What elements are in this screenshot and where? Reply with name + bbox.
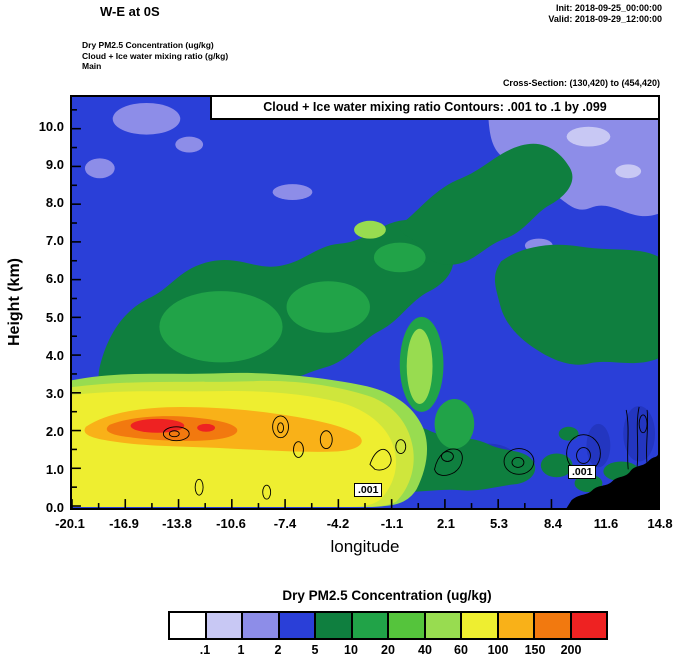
y-tick-label: 7.0 <box>45 233 64 248</box>
colorbar-cell <box>316 613 353 638</box>
colorbar-cell <box>279 613 316 638</box>
colorbar-cell <box>243 613 280 638</box>
x-tick-label: 8.4 <box>543 516 563 531</box>
x-tick-label: 2.1 <box>436 516 456 531</box>
cloud-ice-contours <box>162 406 649 500</box>
run-times: Init: 2018-09-25_00:00:00 Valid: 2018-09… <box>548 3 662 24</box>
lavender-patches <box>566 126 642 179</box>
init-time: Init: 2018-09-25_00:00:00 <box>555 3 662 13</box>
contour-label: .001 <box>354 483 383 497</box>
colorbar-title: Dry PM2.5 Concentration (ug/kg) <box>282 588 492 603</box>
x-tick-label: -4.2 <box>326 516 350 531</box>
x-tick-label: -10.6 <box>216 516 246 531</box>
contour-info-box: Cloud + Ice water mixing ratio Contours:… <box>210 97 658 120</box>
field-label-cloud-ice: Cloud + Ice water mixing ratio (g/kg) <box>82 50 229 61</box>
colorbar-cell <box>425 613 462 638</box>
colorbar-tick-label: 1 <box>237 643 245 657</box>
colorbar-cell <box>352 613 389 638</box>
cross-section-info: Cross-Section: (130,420) to (454,420) <box>502 78 660 88</box>
y-tick-label: 8.0 <box>45 195 64 210</box>
colorbar-tick-label: 100 <box>487 643 509 657</box>
colorbar-tick-label: 5 <box>311 643 319 657</box>
y-tick-label: 4.0 <box>45 348 64 363</box>
cross-section-plot: Cloud + Ice water mixing ratio Contours:… <box>70 95 660 510</box>
x-tick-label: -1.1 <box>380 516 404 531</box>
y-tick-label: 9.0 <box>45 157 64 172</box>
x-axis-title: longitude <box>330 537 400 556</box>
colorbar-cell <box>462 613 499 638</box>
field-label-domain: Main <box>82 61 102 71</box>
pm25-field-svg <box>72 97 658 508</box>
colorbar-cell <box>170 613 207 638</box>
red-core <box>130 418 216 433</box>
colorbar-tick-label: 2 <box>274 643 282 657</box>
colorbar-tick-label: 60 <box>454 643 468 657</box>
y-tick-label: 3.0 <box>45 386 64 401</box>
colorbar-tick-label: 40 <box>418 643 432 657</box>
x-tick-label: 5.3 <box>489 516 509 531</box>
axis-tick-marks <box>72 109 658 508</box>
contour-label: .001 <box>568 465 597 479</box>
x-tick-label: 11.6 <box>593 516 619 531</box>
colorbar-cell <box>535 613 572 638</box>
colorbar-tick-label: .1 <box>199 643 211 657</box>
x-tick-label: -16.9 <box>109 516 139 531</box>
x-tick-label: -13.8 <box>162 516 192 531</box>
y-tick-label: 10.0 <box>38 119 64 134</box>
field-list: Dry PM2.5 Concentration (ug/kg) Cloud + … <box>82 40 228 72</box>
colorbar-tick-label: 200 <box>560 643 582 657</box>
y-tick-label: 5.0 <box>45 310 64 325</box>
field-label-pm25: Dry PM2.5 Concentration (ug/kg) <box>82 40 214 50</box>
colorbar-cell <box>389 613 426 638</box>
valid-time: Valid: 2018-09-29_12:00:00 <box>548 13 662 24</box>
y-tick-label: 2.0 <box>45 424 64 439</box>
x-tick-label: -7.4 <box>273 516 297 531</box>
colorbar-cell <box>206 613 243 638</box>
x-tick-label: -20.1 <box>55 516 85 531</box>
colorbar <box>168 611 608 640</box>
colorbar-tick-label: 150 <box>524 643 546 657</box>
y-tick-label: 6.0 <box>45 271 64 286</box>
colorbar-tick-label: 20 <box>381 643 395 657</box>
colorbar-cell <box>571 613 606 638</box>
page-title: W-E at 0S <box>100 4 160 19</box>
y-tick-label: 0.0 <box>45 500 64 515</box>
x-tick-label: 14.8 <box>647 516 673 531</box>
colorbar-tick-label: 10 <box>344 643 358 657</box>
colorbar-cell <box>498 613 535 638</box>
terrain <box>566 454 658 508</box>
y-tick-label: 1.0 <box>45 462 64 477</box>
